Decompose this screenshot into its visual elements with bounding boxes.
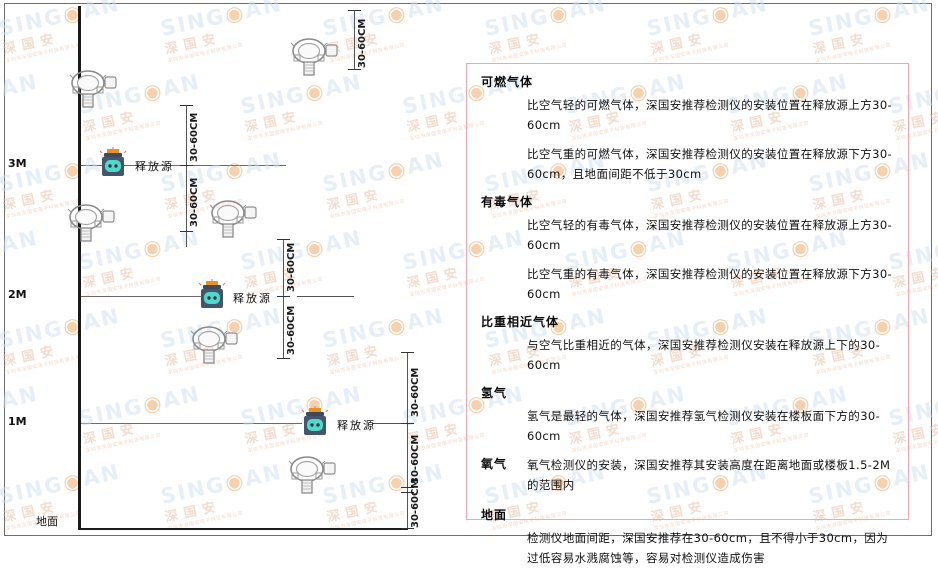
dimension-label: 30-60CM [357, 18, 368, 68]
dimension-line-d [407, 352, 408, 529]
dimension-line-c [283, 239, 284, 359]
dimension-tick [277, 239, 290, 240]
section-paragraph: 氢气是最轻的气体，深国安推荐氢气检测仪安装在楼板面下方的30-60cm [527, 409, 881, 443]
diagram-frame [4, 3, 932, 536]
panel-section-toxic-gas: 有毒气体比空气轻的有毒气体，深国安推荐检测仪的安装位置在释放源上方30-60cm… [481, 193, 894, 304]
section-heading: 地面 [481, 508, 508, 522]
dimension-tick [180, 165, 193, 166]
dimension-tick [401, 352, 414, 353]
panel-section-flammable-gas: 可燃气体比空气轻的可燃气体，深国安推荐检测仪的安装位置在释放源上方30-60cm… [481, 73, 894, 184]
dimension-label: 30-60CM [410, 478, 421, 528]
gas-release-source-icon [96, 147, 130, 185]
release-source-label: 释放源 [337, 419, 376, 432]
axis-tick-1m: 1M [8, 415, 27, 428]
gas-detector-icon [62, 200, 118, 252]
section-paragraph: 与空气比重相近的气体，深国安推荐检测仪安装在释放源上下的30-60cm [527, 338, 881, 372]
dimension-label: 30-60CM [189, 177, 200, 227]
axis-tick-2m: 2M [8, 288, 27, 301]
dimension-tick [180, 231, 193, 232]
gas-detector-icon [185, 322, 241, 374]
section-heading: 氧气 [481, 457, 508, 471]
height-axis [78, 6, 81, 530]
section-paragraph: 比空气重的可燃气体，深国安推荐检测仪的安装位置在释放源下方30-60cm，且地面… [527, 147, 893, 181]
section-paragraph: 比空气轻的有毒气体，深国安推荐检测仪的安装位置在释放源上方30-60cm [527, 218, 893, 252]
gas-detector-icon [204, 196, 260, 248]
ground-label: 地面 [36, 515, 58, 528]
ground-baseline [78, 528, 408, 530]
section-heading: 比重相近气体 [481, 315, 560, 329]
section-paragraph: 氧气检测仪的安装，深国安推荐其安装高度在距离地面或楼板1.5-2M的范围内 [527, 458, 891, 492]
dimension-tick [401, 492, 414, 493]
section-paragraph: 检测仪地面间距，深国安推荐在30-60cm，且不得小于30cm，因为过低容易水溅… [527, 531, 889, 565]
dimension-label: 30-60CM [189, 112, 200, 162]
gas-release-source-icon [298, 406, 332, 444]
leader-line [297, 296, 354, 297]
dimension-tick [180, 105, 193, 106]
dimension-tick [401, 487, 414, 488]
panel-section-similar-density-gas: 比重相近气体与空气比重相近的气体，深国安推荐检测仪安装在释放源上下的30-60c… [481, 313, 894, 375]
installation-guidelines-panel: 可燃气体比空气轻的可燃气体，深国安推荐检测仪的安装位置在释放源上方30-60cm… [466, 63, 909, 565]
section-heading: 可燃气体 [481, 75, 534, 89]
gas-detector-icon [285, 34, 341, 86]
dimension-label: 30-60CM [286, 305, 297, 355]
dimension-label: 30-60CM [410, 434, 421, 484]
gas-detector-icon [64, 66, 120, 118]
level-line-2m [81, 296, 206, 297]
dimension-line-b [186, 105, 187, 247]
panel-section-hydrogen: 氢气氢气是最轻的气体，深国安推荐氢气检测仪安装在楼板面下方的30-60cm [481, 384, 894, 446]
panel-section-oxygen: 氧气 氧气检测仪的安装，深国安推荐其安装高度在距离地面或楼板1.5-2M的范围内 [481, 455, 894, 504]
dimension-tick [277, 296, 290, 297]
release-source-label: 释放源 [135, 160, 174, 173]
panel-section-ground: 地面检测仪地面间距，深国安推荐在30-60cm，且不得小于30cm，因为过低容易… [481, 506, 894, 568]
section-paragraph: 比空气轻的可燃气体，深国安推荐检测仪的安装位置在释放源上方30-60cm [527, 98, 893, 132]
dimension-tick [277, 358, 290, 359]
gas-detector-icon [283, 452, 339, 504]
dimension-tick [401, 423, 414, 424]
level-line-1m [81, 423, 302, 424]
dimension-tick [348, 69, 361, 70]
section-paragraph: 比空气重的有毒气体，深国安推荐检测仪的安装位置在释放源下方30-60cm [527, 267, 893, 301]
section-heading: 有毒气体 [481, 195, 534, 209]
axis-tick-3m: 3M [8, 157, 27, 170]
dimension-label: 30-60CM [286, 242, 297, 292]
section-heading: 氢气 [481, 386, 508, 400]
release-source-label: 释放源 [233, 292, 272, 305]
leader-line [372, 423, 408, 424]
dimension-tick [401, 528, 414, 529]
dimension-label: 30-60CM [410, 367, 421, 417]
gas-release-source-icon [195, 279, 229, 317]
dimension-tick [348, 10, 361, 11]
dimension-line-a [354, 10, 355, 70]
